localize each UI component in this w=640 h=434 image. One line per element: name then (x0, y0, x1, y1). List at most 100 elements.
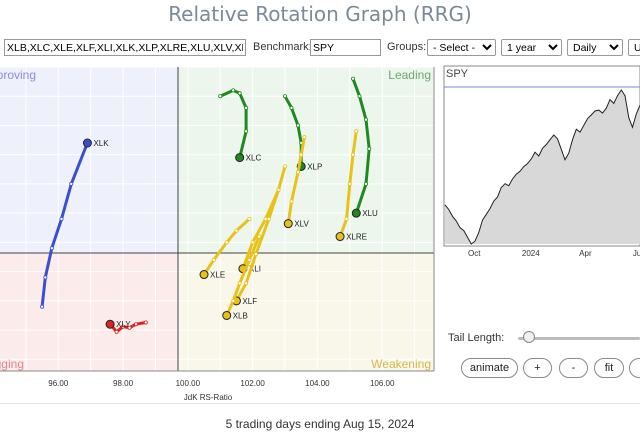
tail-xly[interactable]: XLY (105, 319, 148, 334)
tail-head-xlb[interactable] (222, 310, 232, 320)
chart-grid (0, 66, 434, 371)
tail-point (351, 152, 356, 157)
tail-xlre[interactable]: XLRE (335, 129, 367, 242)
rrg-chart[interactable]: Improving Leading Lagging Weakening 96.0… (0, 64, 440, 402)
quadrant-label-weakening: Weakening (371, 357, 431, 371)
tail-xlb[interactable]: XLB (222, 234, 262, 321)
tail-point (247, 216, 252, 221)
tail-point (211, 257, 216, 262)
tail-point (234, 228, 239, 233)
tail-line-xlk (40, 141, 89, 309)
tail-label-xlc: XLC (246, 154, 262, 163)
tail-point (237, 281, 242, 286)
tail-label-xlb: XLB (233, 311, 248, 320)
tail-point (237, 91, 242, 96)
tail-point (295, 170, 300, 175)
tail-label-xlf: XLF (242, 297, 257, 306)
benchmark-input[interactable] (310, 39, 381, 56)
tail-point (363, 181, 368, 186)
animate-button[interactable]: animate (461, 358, 518, 378)
tail-point (357, 94, 362, 99)
tail-point (266, 216, 271, 221)
tail-point (299, 152, 304, 157)
tail-length-label: Tail Length: (448, 332, 505, 344)
tail-xlc[interactable]: XLC (218, 88, 262, 163)
tail-line-xlu (351, 77, 371, 215)
quadrant-label-lagging: Lagging (0, 357, 24, 371)
tail-xli[interactable]: XLI (238, 164, 288, 274)
tail-point (231, 298, 236, 303)
tail-label-xli: XLI (249, 265, 261, 274)
x-axis-ticks: 96.00 98.00 100.00 102.00 104.00 106.00 (48, 379, 395, 388)
spy-x-tick-label: Apr (579, 249, 592, 258)
symbols-input[interactable] (4, 39, 246, 56)
tail-point (367, 146, 372, 151)
tail-point (354, 129, 359, 134)
tail-point (59, 216, 64, 221)
tail-label-xlp: XLP (307, 162, 322, 171)
zoom-in-button[interactable]: + (523, 358, 552, 378)
zoom-out-button[interactable]: - (559, 358, 588, 378)
x-tick-label: 106.00 (370, 379, 395, 388)
period-select[interactable]: 1 year (501, 39, 562, 56)
tail-point (224, 240, 229, 245)
tail-point (69, 181, 74, 186)
tail-head-xlu[interactable] (351, 208, 361, 218)
spy-price-chart: SPY Oct 2024 Apr Jul (443, 65, 640, 258)
tail-point (127, 325, 132, 330)
tail-head-xlre[interactable] (335, 232, 345, 242)
tail-point (43, 275, 48, 280)
x-tick-label: 100.00 (176, 379, 201, 388)
tail-point (134, 322, 139, 327)
tail-line-xlc (218, 88, 248, 160)
tail-point (257, 234, 262, 239)
tail-point (244, 105, 249, 110)
tail-head-xlk[interactable] (82, 138, 92, 148)
tail-point (276, 187, 281, 192)
tail-point (143, 320, 148, 325)
tail-point (363, 117, 368, 122)
groups-label: Groups: (387, 41, 427, 53)
tail-point (121, 324, 126, 329)
tail-label-xlre: XLRE (346, 233, 367, 242)
controls-bar: Benchmark: Groups: - Select - 1 year Dai… (0, 38, 640, 58)
tail-xlu[interactable]: XLU (351, 76, 378, 218)
tail-length-slider[interactable] (518, 337, 640, 340)
tail-head-xle[interactable] (199, 270, 209, 280)
tail-xlk[interactable]: XLK (40, 138, 110, 309)
tail-point (295, 123, 300, 128)
spy-x-tick-label: Oct (468, 249, 481, 258)
tail-point (250, 240, 255, 245)
x-tick-label: 96.00 (48, 379, 69, 388)
page-title: Relative Rotation Graph (RRG) (168, 2, 472, 26)
tail-point (218, 94, 223, 99)
tail-point (289, 199, 294, 204)
tail-xle[interactable]: XLE (199, 216, 252, 280)
tail-label-xlu: XLU (362, 209, 378, 218)
tail-label-xlk: XLK (93, 139, 109, 148)
spy-area-fill (445, 90, 640, 244)
tail-length-slider-thumb[interactable] (523, 331, 535, 343)
tail-head-xly[interactable] (105, 319, 115, 329)
tail-point (244, 281, 249, 286)
tail-point (351, 76, 356, 81)
tail-point (253, 252, 258, 257)
tail-point (49, 246, 54, 251)
trailing-select[interactable]: U (628, 39, 640, 56)
rrg-tails: XLK XLY XLC XLP XLU XLV XLRE XLE XLI XLF XLB (40, 76, 378, 334)
tail-label-xly: XLY (116, 320, 131, 329)
tail-head-xlv[interactable] (283, 219, 293, 229)
tail-point (40, 304, 45, 309)
tail-head-xlc[interactable] (235, 153, 245, 163)
tail-point (344, 216, 349, 221)
more-button[interactable] (629, 358, 640, 378)
footer-divider (0, 403, 640, 404)
tail-point (302, 135, 307, 140)
fit-button[interactable]: fit (594, 358, 624, 378)
tail-xlv[interactable]: XLV (283, 135, 309, 229)
tail-point (231, 88, 236, 93)
x-tick-label: 102.00 (240, 379, 265, 388)
spy-chart-label: SPY (446, 68, 469, 80)
frequency-select[interactable]: Daily (567, 39, 623, 56)
groups-select[interactable]: - Select - (427, 39, 496, 56)
